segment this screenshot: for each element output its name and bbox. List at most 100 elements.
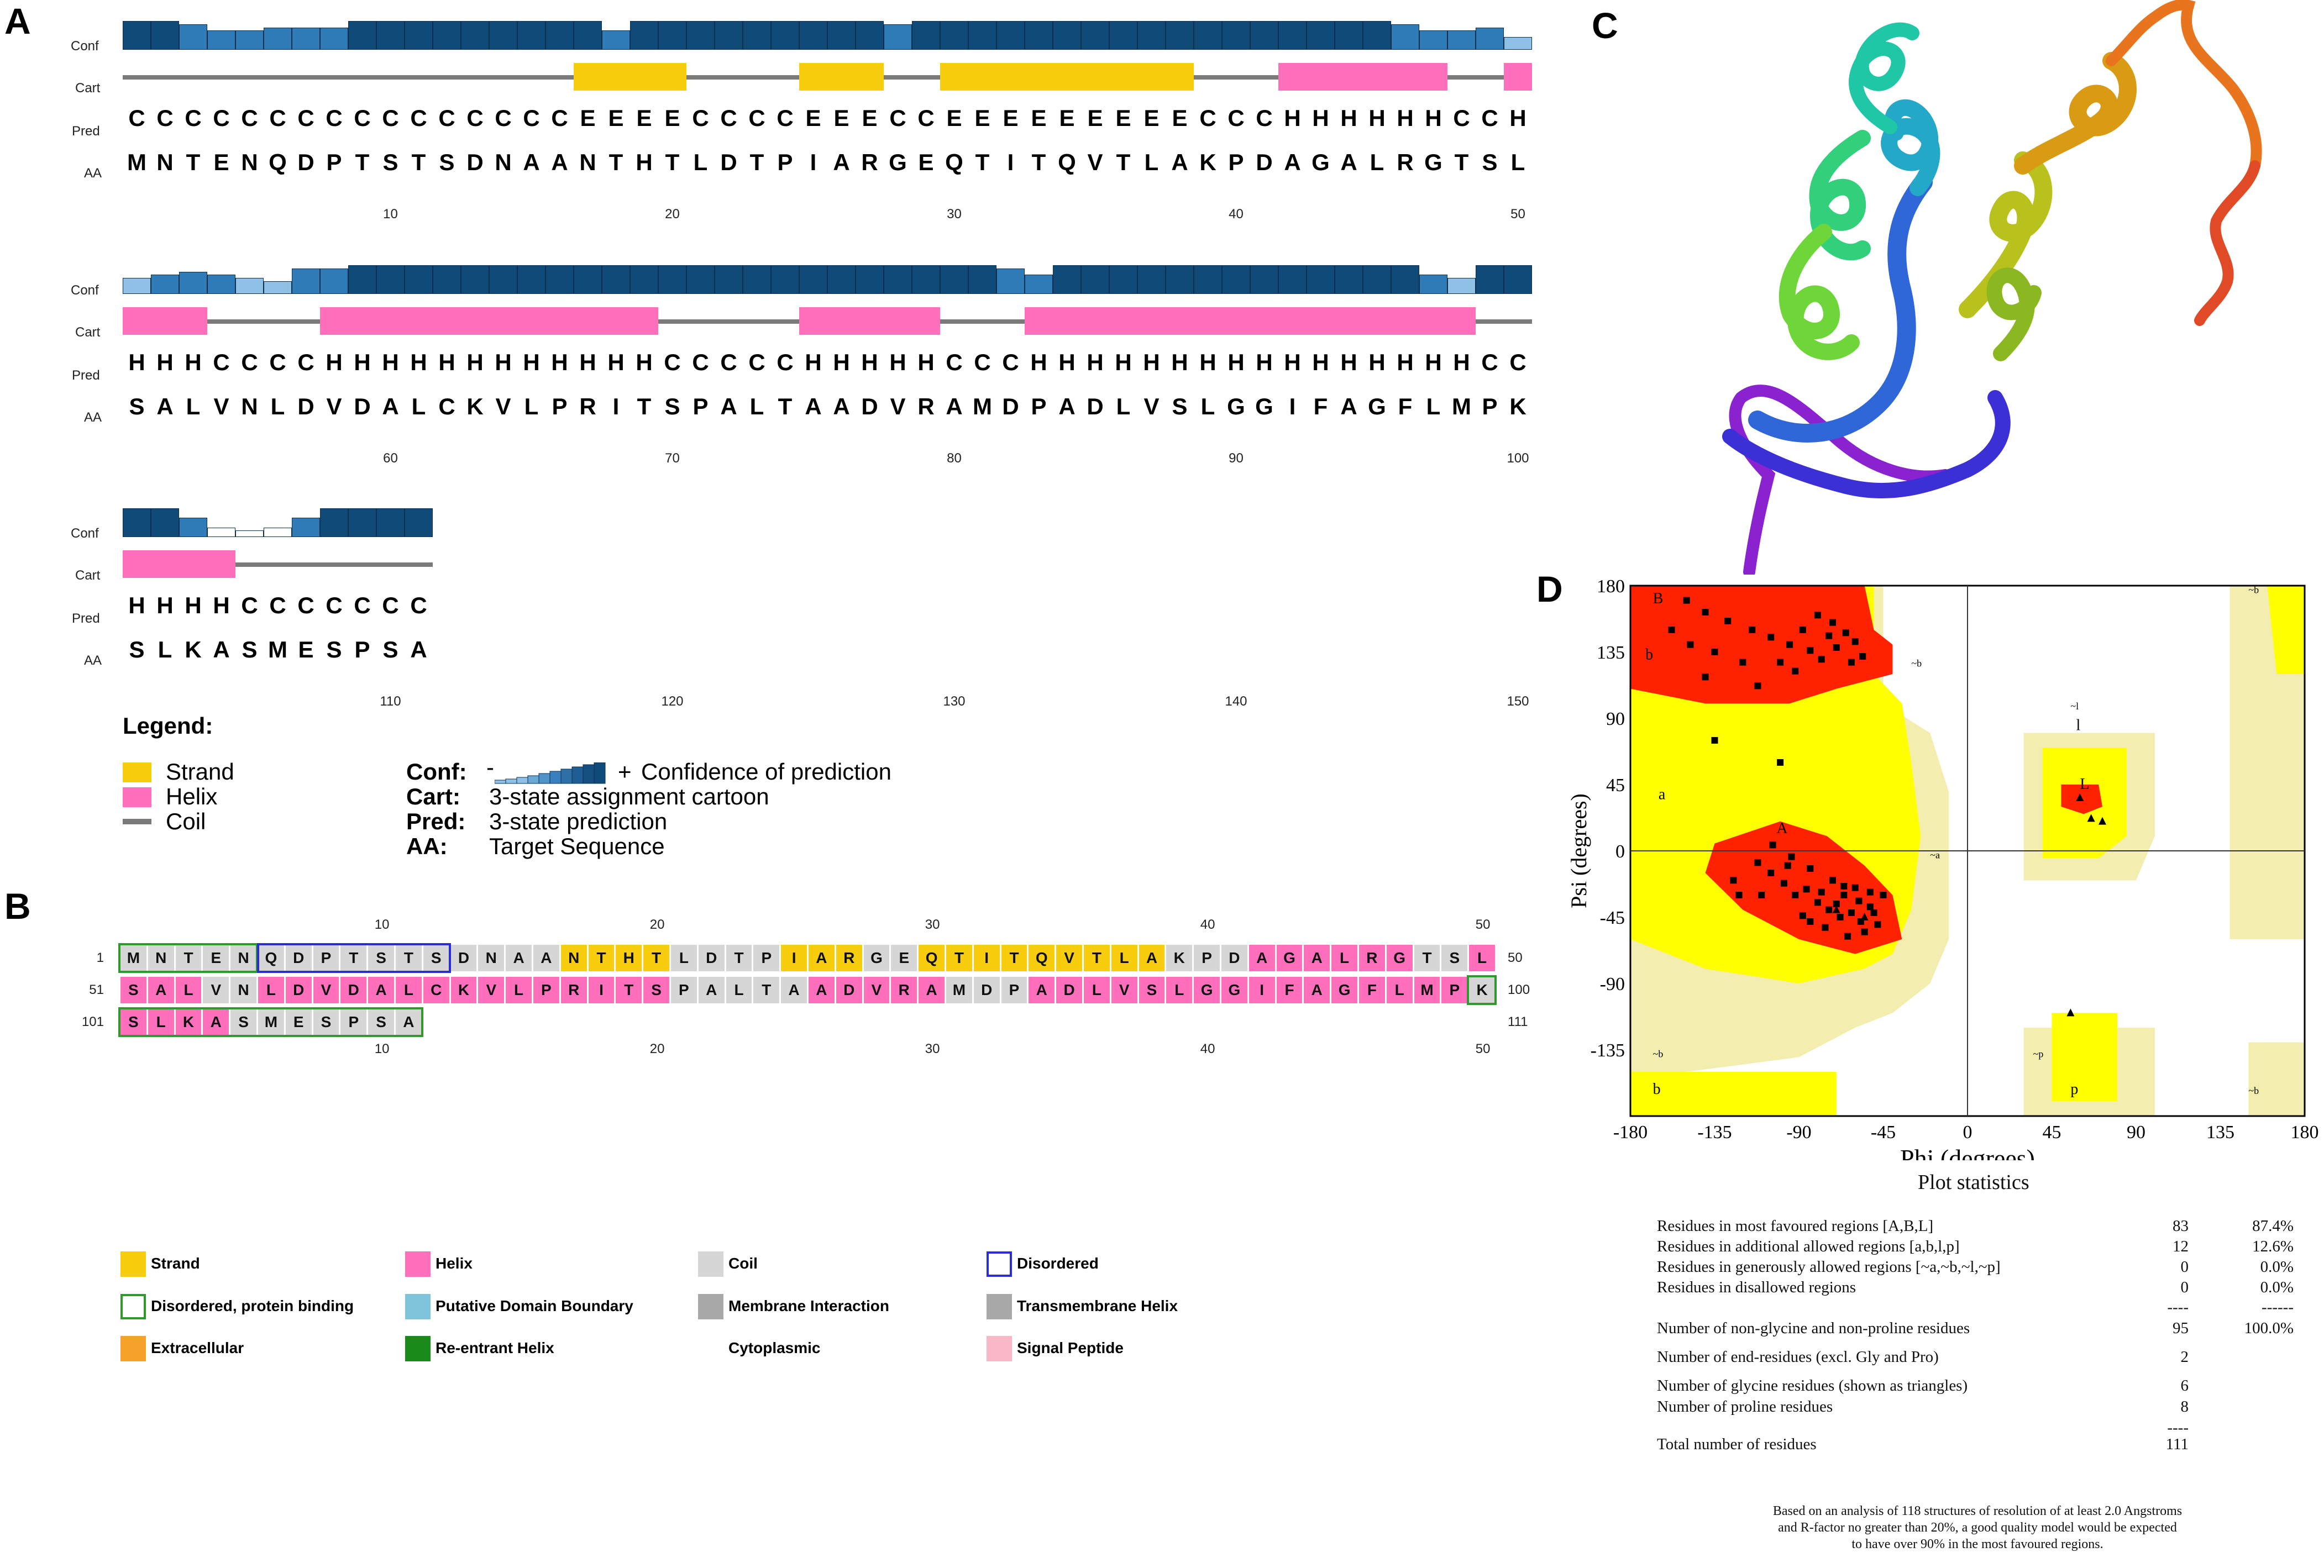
residue-cell: T xyxy=(616,977,642,1003)
residue-cell: F xyxy=(1276,977,1303,1003)
legend-strand-swatch xyxy=(123,762,151,782)
pred-char: H xyxy=(1368,349,1386,375)
region-label: ~b xyxy=(2248,584,2259,595)
pred-char: H xyxy=(1340,105,1357,131)
confidence-bar xyxy=(743,265,771,294)
pred-char: H xyxy=(1171,349,1188,375)
aa-char: G xyxy=(1424,149,1442,175)
aa-char: T xyxy=(665,149,680,175)
confidence-bar xyxy=(207,30,235,50)
position-tick: 60 xyxy=(383,451,398,466)
confidence-bar xyxy=(658,265,686,294)
residue-point xyxy=(1866,903,1874,911)
legend-swatch xyxy=(698,1294,723,1319)
pred-char: H xyxy=(185,349,202,375)
glycine-point xyxy=(2087,814,2095,822)
confidence-bar xyxy=(545,265,574,294)
residue-cell: P xyxy=(1194,945,1220,971)
aa-char: L xyxy=(158,636,172,662)
residue-cell: T xyxy=(1001,945,1027,971)
y-axis-label: Psi (degrees) xyxy=(1566,793,1591,908)
position-tick: 70 xyxy=(665,451,680,466)
aa-char: P xyxy=(354,636,370,662)
residue-point xyxy=(1848,909,1855,916)
residue-point xyxy=(1861,928,1868,935)
pred-char: C xyxy=(720,105,737,131)
pred-char: E xyxy=(580,105,596,131)
legend-label: Transmembrane Helix xyxy=(1017,1297,1178,1314)
legend-swatch xyxy=(120,1294,146,1319)
residue-cell: A xyxy=(809,977,835,1003)
residue-cell: A xyxy=(1139,945,1165,971)
confidence-bar xyxy=(264,28,292,50)
residue-point xyxy=(1754,859,1761,866)
confidence-bar xyxy=(968,265,996,294)
pred-char: C xyxy=(748,105,765,131)
pred-char: H xyxy=(917,349,935,375)
residue-cell: D xyxy=(340,977,367,1003)
confidence-bar xyxy=(461,265,489,294)
stat-row-count: 0 xyxy=(2180,1278,2189,1296)
residue-cell: H xyxy=(616,945,642,971)
residue-point xyxy=(1807,865,1814,872)
aa-char: V xyxy=(1087,149,1103,175)
position-tick: 50 xyxy=(1510,207,1525,222)
confidence-bar xyxy=(630,21,658,50)
aa-char: L xyxy=(186,393,201,419)
confidence-bar xyxy=(856,265,884,294)
residue-cell: F xyxy=(1359,977,1385,1003)
legend-label: Putative Domain Boundary xyxy=(436,1297,633,1314)
row-label-pred: Pred xyxy=(72,368,100,383)
pred-char: H xyxy=(523,349,540,375)
aa-char: A xyxy=(805,393,822,419)
x-tick-label: 90 xyxy=(2127,1122,2145,1143)
residue-cell: R xyxy=(836,945,862,971)
aa-char: D xyxy=(1002,393,1019,419)
residue-cell: G xyxy=(1194,977,1220,1003)
helix-segment xyxy=(123,550,235,578)
confidence-bars xyxy=(123,21,1532,50)
aa-char: S xyxy=(129,636,145,662)
pred-char: H xyxy=(1030,349,1047,375)
assignment-cartoon xyxy=(123,307,1532,335)
residue-cell: P xyxy=(671,977,697,1003)
aa-char: V xyxy=(495,393,511,419)
residue-cell: K xyxy=(175,1009,202,1035)
glycine-point xyxy=(2066,1008,2075,1017)
residue-cell: S xyxy=(120,1009,146,1035)
pred-char: C xyxy=(1199,105,1216,131)
pred-char: C xyxy=(777,349,794,375)
confidence-bar xyxy=(292,28,320,50)
glycine-point xyxy=(2076,793,2084,801)
residue-cell: L xyxy=(726,977,752,1003)
residue-point xyxy=(1833,901,1840,907)
position-tick: 150 xyxy=(1507,694,1529,709)
glycine-point xyxy=(1832,905,1840,913)
legend-pred-key: Pred: xyxy=(406,808,466,834)
aa-char: A xyxy=(833,393,850,419)
residue-cell: T xyxy=(175,945,202,971)
residue-point xyxy=(1788,853,1795,860)
row-label-pred: Pred xyxy=(72,611,100,626)
pred-char: C xyxy=(664,349,681,375)
stat-end-residues-label: Number of end-residues (excl. Gly and Pr… xyxy=(1657,1348,1939,1366)
pred-char: H xyxy=(1397,349,1414,375)
legend-title: Legend: xyxy=(123,713,213,739)
pred-char: C xyxy=(889,105,906,131)
pred-char: C xyxy=(269,105,286,131)
aa-char: A xyxy=(1340,393,1357,419)
aa-char: M xyxy=(1452,393,1471,419)
aa-char: F xyxy=(1313,393,1328,419)
residue-point xyxy=(1880,892,1887,898)
position-tick: 100 xyxy=(1507,451,1529,466)
bottom-tick: 20 xyxy=(649,1041,665,1056)
pred-char: C xyxy=(382,592,399,618)
residue-cell: A xyxy=(203,1009,229,1035)
region-label: p xyxy=(2070,1081,2078,1098)
legend-label: Coil xyxy=(728,1255,758,1272)
confidence-bar xyxy=(686,265,715,294)
residue-cell: Q xyxy=(1029,945,1055,971)
residue-cell: L xyxy=(506,977,532,1003)
legend-label: Signal Peptide xyxy=(1017,1339,1124,1356)
residue-cell: P xyxy=(753,945,780,971)
